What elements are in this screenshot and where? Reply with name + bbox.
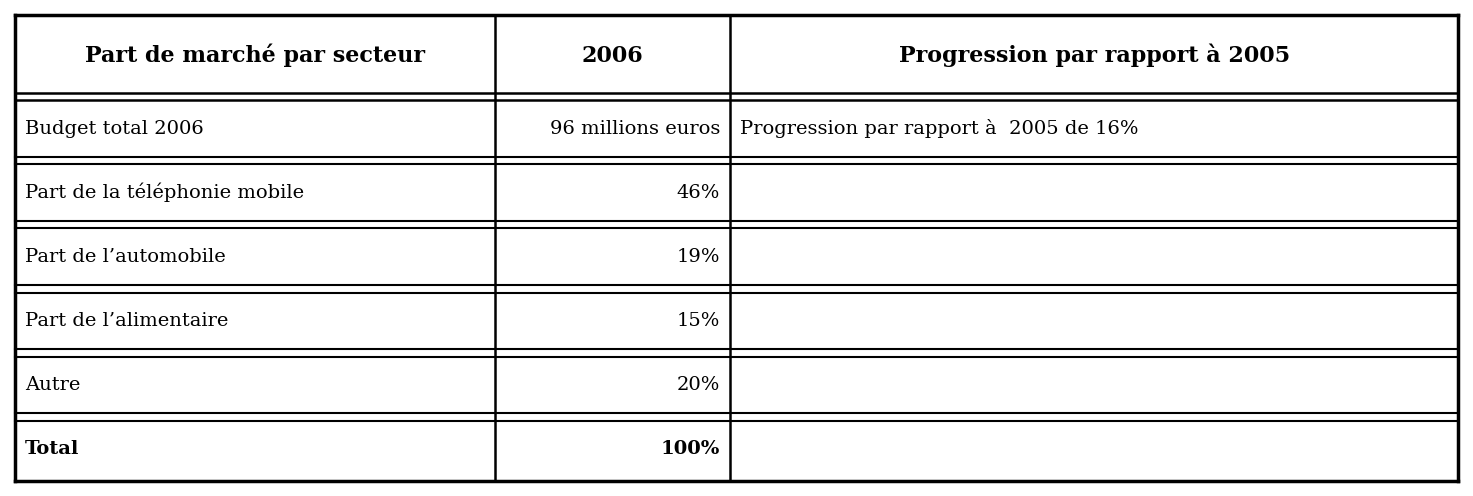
Text: Part de marché par secteur: Part de marché par secteur [85, 44, 424, 67]
Text: Part de la téléphonie mobile: Part de la téléphonie mobile [25, 183, 303, 202]
Text: 46%: 46% [676, 184, 720, 202]
Text: 2006: 2006 [582, 45, 644, 66]
Text: Progression par rapport à 2005: Progression par rapport à 2005 [899, 44, 1290, 67]
Text: Part de l’alimentaire: Part de l’alimentaire [25, 312, 228, 330]
Text: 20%: 20% [676, 376, 720, 394]
Text: 100%: 100% [661, 440, 720, 458]
Text: 19%: 19% [676, 248, 720, 266]
Text: Progression par rapport à  2005 de 16%: Progression par rapport à 2005 de 16% [741, 119, 1139, 138]
Text: Total: Total [25, 440, 80, 458]
Text: Budget total 2006: Budget total 2006 [25, 120, 203, 137]
Text: Autre: Autre [25, 376, 80, 394]
Text: 15%: 15% [676, 312, 720, 330]
Text: Part de l’automobile: Part de l’automobile [25, 248, 225, 266]
Text: 96 millions euros: 96 millions euros [549, 120, 720, 137]
